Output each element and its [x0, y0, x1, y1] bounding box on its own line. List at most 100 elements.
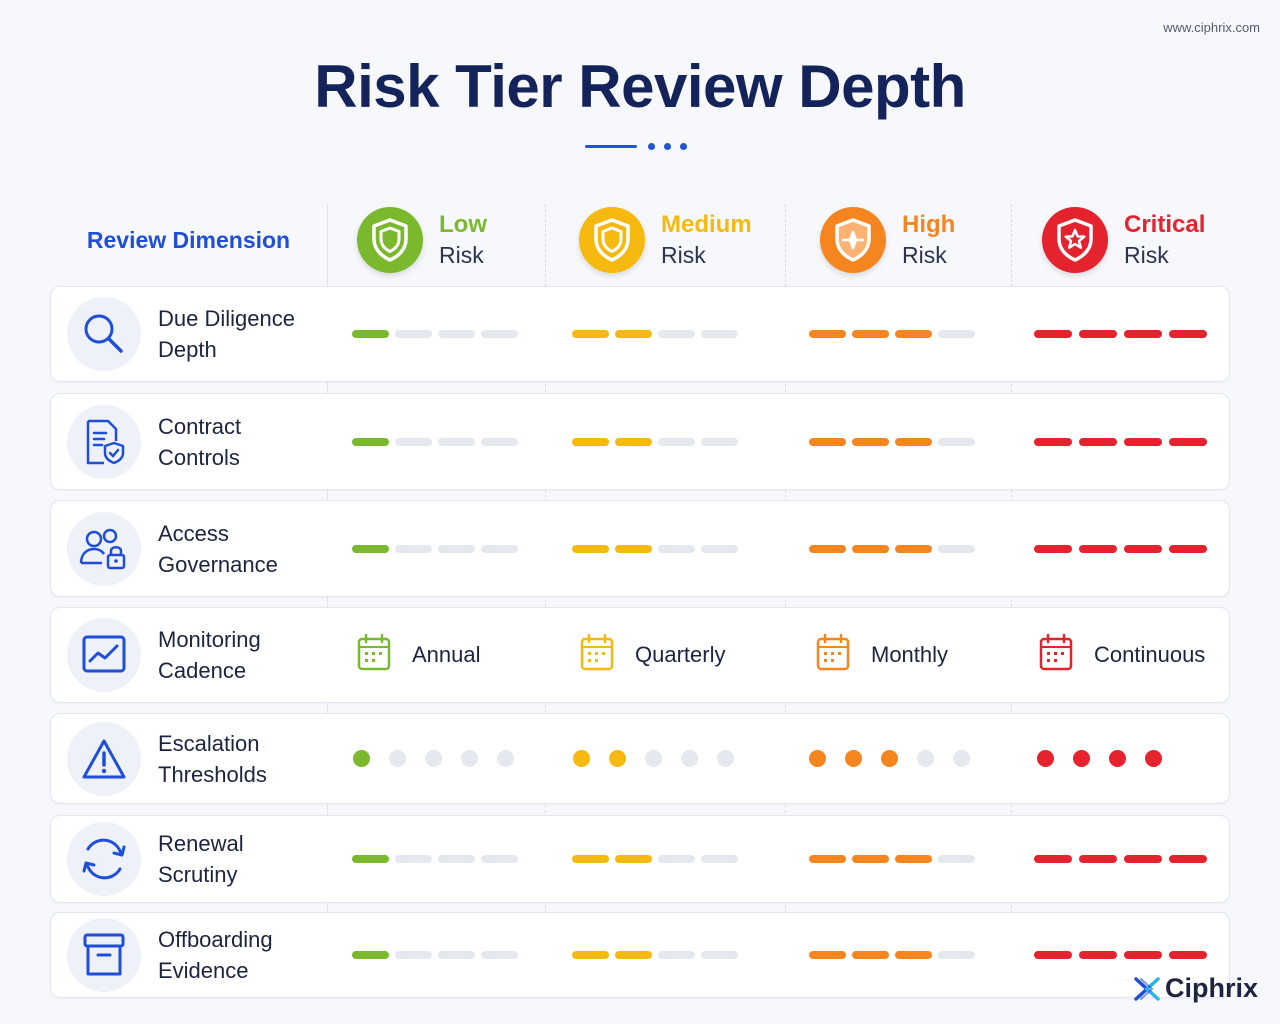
level-bar-empty	[938, 951, 975, 959]
level-bars-medium	[572, 816, 744, 902]
level-bar-filled	[572, 855, 609, 863]
calendar-icon	[579, 633, 615, 678]
review-dimension-label: Contract Controls	[158, 411, 318, 473]
tier-header-low: Low Risk	[357, 196, 487, 284]
level-bar-filled	[809, 951, 846, 959]
level-bar-filled	[1079, 330, 1117, 338]
level-dot-filled	[353, 750, 370, 767]
level-bar-empty	[438, 544, 475, 553]
level-bar-filled	[1169, 437, 1207, 446]
level-dot-filled	[609, 750, 626, 767]
table-row: Monitoring Cadence Annual Quarterly Monthly C…	[50, 607, 1230, 703]
review-dimension-label: Due Diligence Depth	[158, 303, 318, 365]
review-dimension-label: Renewal Scrutiny	[158, 828, 318, 890]
level-dot-empty	[917, 750, 934, 767]
level-bar-filled	[1034, 951, 1072, 959]
level-dot-filled	[1037, 750, 1054, 767]
level-bar-empty	[701, 951, 738, 959]
level-bar-empty	[438, 951, 475, 959]
label-line: Offboarding	[158, 927, 273, 952]
level-bar-empty	[395, 855, 432, 863]
level-bars-medium	[572, 913, 744, 997]
tier-name: Low	[439, 211, 487, 238]
calendar-icon	[356, 633, 392, 678]
level-bar-empty	[938, 855, 975, 863]
level-bar-filled	[1079, 437, 1117, 446]
level-bar-filled	[572, 951, 609, 959]
level-bar-empty	[701, 437, 738, 446]
review-dimension-label: Monitoring Cadence	[158, 624, 318, 686]
level-bar-filled	[1169, 855, 1207, 863]
table-row: Contract Controls	[50, 393, 1230, 490]
label-line: Escalation	[158, 730, 260, 756]
level-bar-filled	[615, 855, 652, 863]
level-bar-empty	[438, 437, 475, 446]
site-url[interactable]: www.ciphrix.com	[1163, 20, 1260, 35]
label-line: Cadence	[158, 658, 247, 683]
calendar-icon	[1038, 633, 1074, 678]
tier-sub: Risk	[902, 242, 947, 268]
level-bar-empty	[438, 330, 475, 338]
level-dot-empty	[389, 750, 406, 767]
level-bar-empty	[938, 330, 975, 338]
page-title: Risk Tier Review Depth	[314, 53, 966, 120]
level-bar-filled	[1124, 951, 1162, 959]
level-bar-filled	[895, 330, 932, 338]
level-dot-empty	[497, 750, 514, 767]
label-line: Depth	[158, 337, 217, 362]
label-line: Renewal	[158, 831, 244, 856]
level-bars-critical	[1034, 501, 1214, 596]
level-dot-empty	[425, 750, 442, 767]
level-bar-empty	[701, 544, 738, 553]
cadence-low: Annual	[356, 608, 481, 702]
level-bar-filled	[615, 544, 652, 553]
level-bar-filled	[572, 330, 609, 338]
level-bar-empty	[658, 855, 695, 863]
level-bar-empty	[481, 544, 518, 553]
level-bars-medium	[572, 394, 744, 489]
level-dot-empty	[681, 750, 698, 767]
level-bar-filled	[895, 437, 932, 446]
level-bar-empty	[658, 437, 695, 446]
level-bars-critical	[1034, 394, 1214, 489]
level-bars-critical	[1034, 287, 1214, 381]
level-bars-low	[352, 394, 524, 489]
table-row: Offboarding Evidence	[50, 912, 1230, 998]
level-bar-filled	[1124, 544, 1162, 553]
level-bars-low	[352, 287, 524, 381]
review-dimension-label: Offboarding Evidence	[158, 924, 318, 986]
level-bar-filled	[352, 951, 389, 959]
tier-sub: Risk	[661, 242, 706, 268]
tier-header-high: High Risk	[820, 196, 955, 284]
label-line: Access	[158, 520, 229, 546]
review-dimension-label: Escalation Thresholds	[158, 728, 318, 790]
level-bar-filled	[895, 855, 932, 863]
level-dot-filled	[1073, 750, 1090, 767]
level-bar-filled	[852, 330, 889, 338]
review-dimension-cell: Escalation Thresholds	[51, 714, 328, 803]
level-bar-filled	[809, 855, 846, 863]
shield-icon	[357, 207, 423, 273]
level-bars-medium	[572, 501, 744, 596]
level-bar-empty	[395, 544, 432, 553]
level-bars-low	[352, 501, 524, 596]
level-bar-empty	[938, 437, 975, 446]
table-row: Renewal Scrutiny	[50, 815, 1230, 903]
review-dimension-cell: Due Diligence Depth	[51, 287, 328, 381]
title-divider	[585, 141, 695, 151]
table-row: Due Diligence Depth	[50, 286, 1230, 382]
level-bar-empty	[438, 855, 475, 863]
level-bar-empty	[481, 855, 518, 863]
label-line: Contract	[158, 413, 242, 439]
level-bars-high	[809, 913, 981, 997]
tier-name: Critical	[1124, 211, 1206, 238]
level-bars-high	[809, 394, 981, 489]
level-bar-filled	[1079, 855, 1117, 863]
brand-name: Ciphrix	[1164, 973, 1258, 1003]
level-bar-empty	[658, 951, 695, 959]
shield-plane-icon	[820, 207, 886, 273]
label-line: Monitoring	[158, 627, 261, 652]
level-bars-medium	[572, 287, 744, 381]
brand-logo: Ciphrix	[1133, 973, 1258, 1004]
level-bar-filled	[1169, 330, 1207, 338]
